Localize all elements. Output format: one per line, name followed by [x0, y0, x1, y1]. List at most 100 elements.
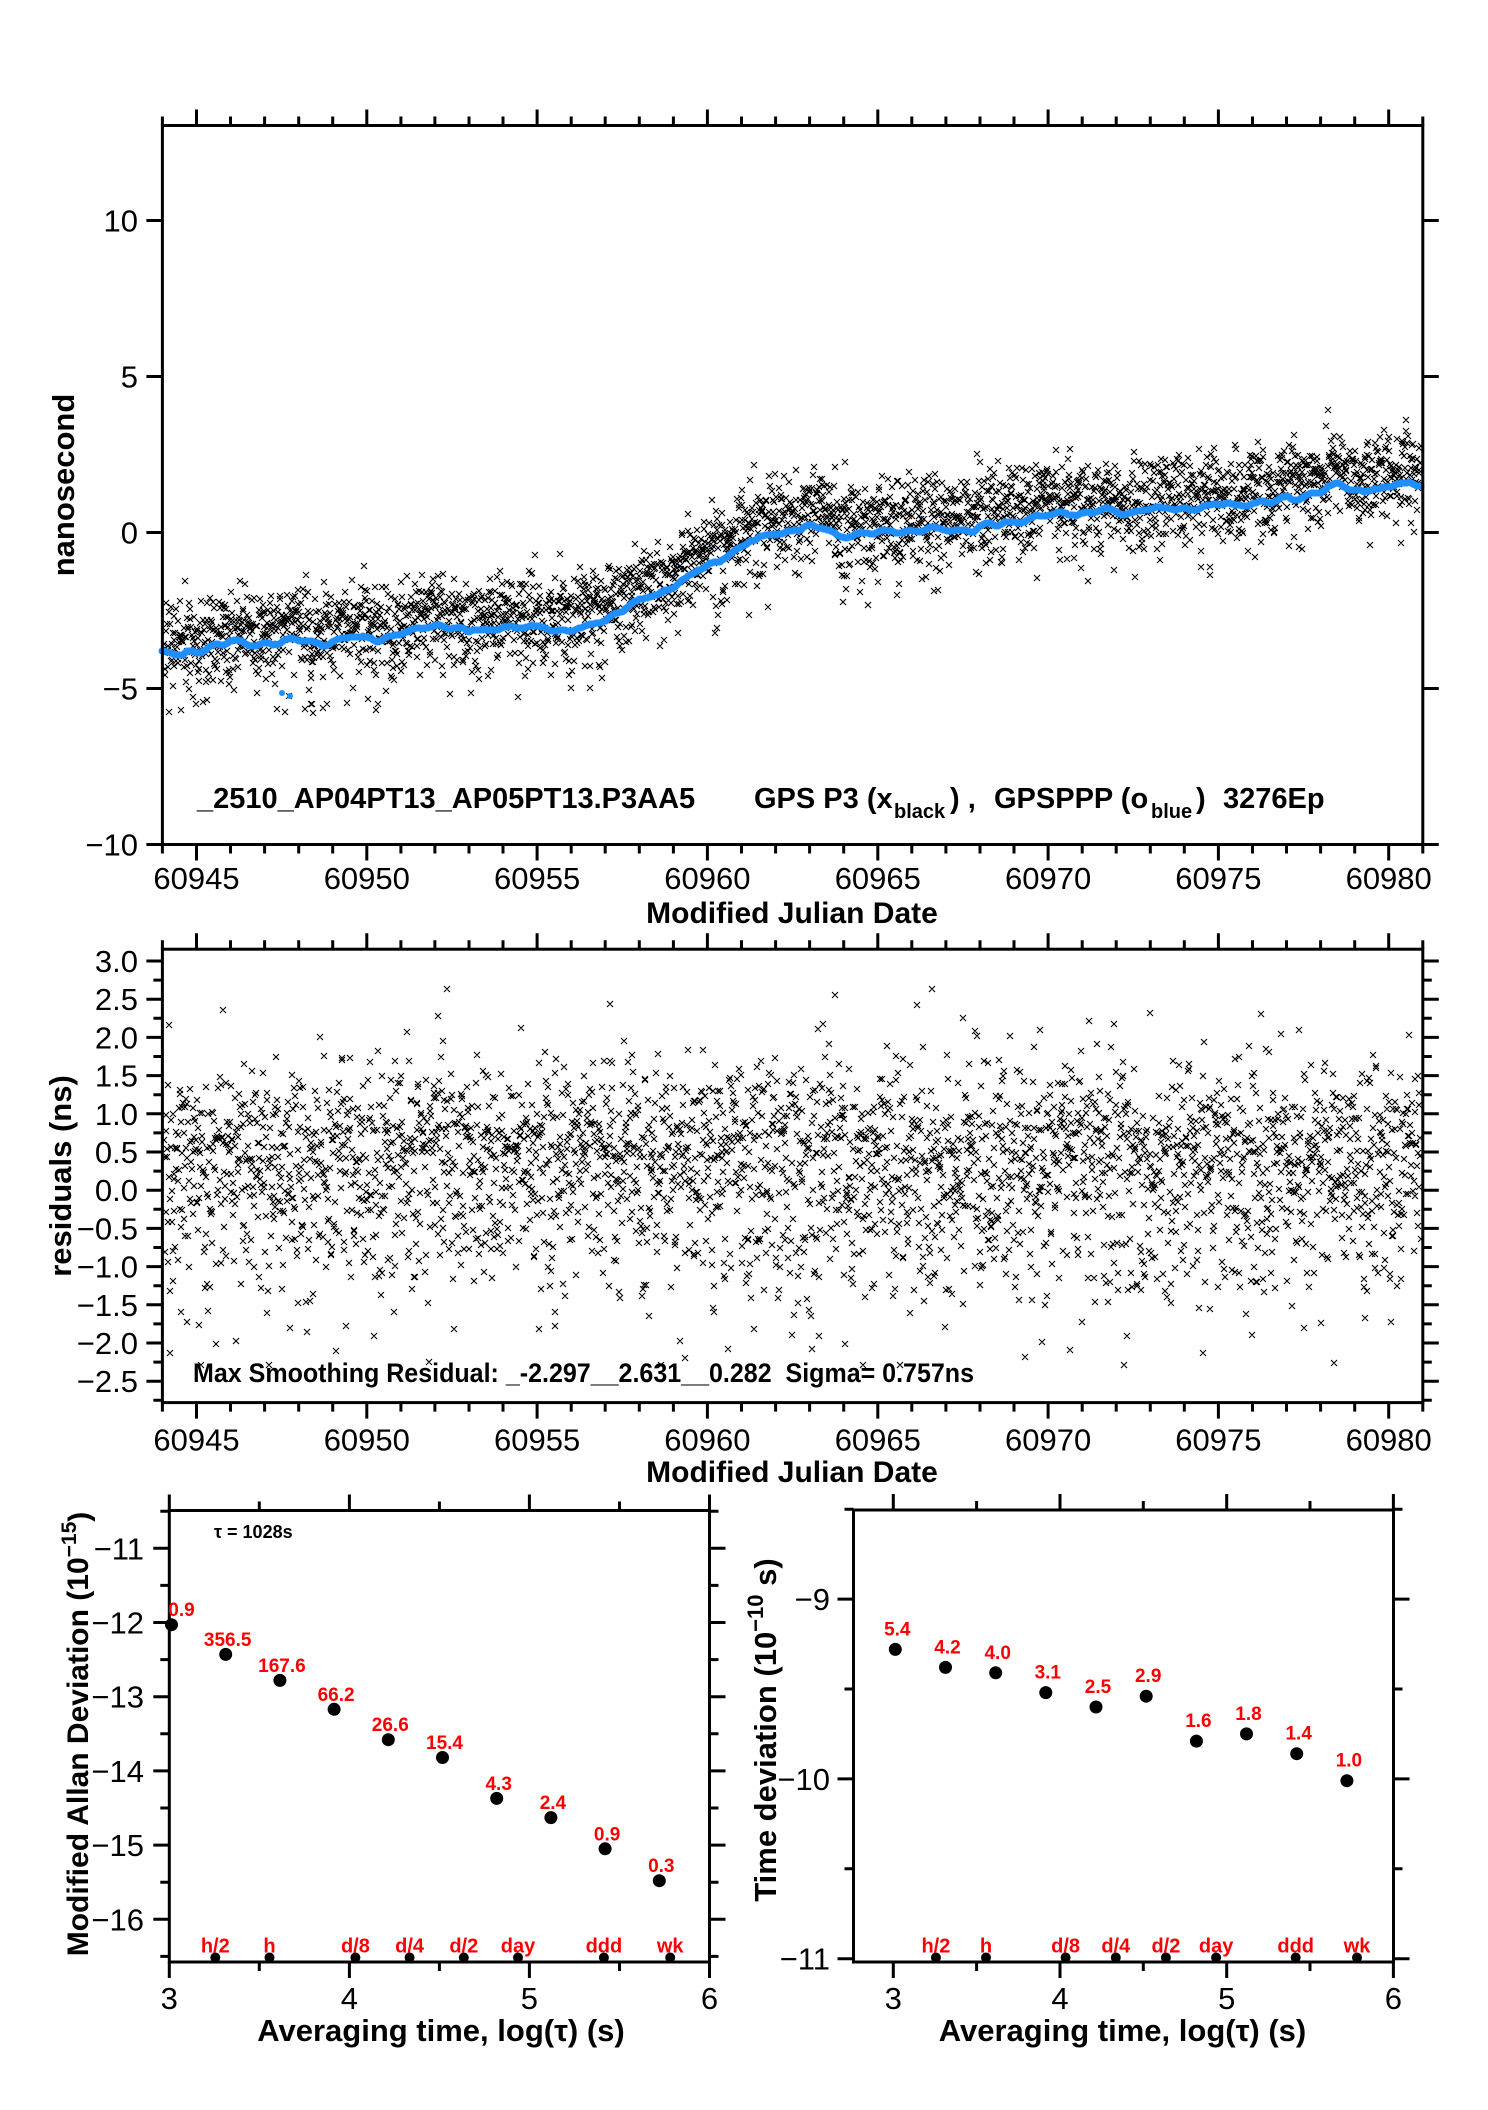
svg-text:d/8: d/8 — [1051, 1936, 1080, 1958]
svg-text:d/8: d/8 — [341, 1936, 370, 1958]
svg-text:60970: 60970 — [1005, 1423, 1091, 1458]
svg-text:GPS P3 (x: GPS P3 (x — [754, 783, 893, 815]
svg-text:0.0: 0.0 — [95, 1173, 138, 1208]
svg-text:4.0: 4.0 — [984, 1643, 1010, 1664]
svg-text:60960: 60960 — [664, 861, 750, 896]
svg-text:ddd: ddd — [1277, 1936, 1314, 1958]
svg-text:−10: −10 — [85, 828, 138, 863]
svg-text:−5: −5 — [103, 672, 138, 707]
svg-text:60970: 60970 — [1005, 861, 1091, 896]
svg-text:−9: −9 — [795, 1582, 830, 1617]
svg-text:−1.5: −1.5 — [77, 1288, 138, 1323]
svg-text:wk: wk — [1343, 1936, 1372, 1958]
svg-text:4: 4 — [341, 1981, 358, 2016]
svg-text:60955: 60955 — [494, 861, 580, 896]
svg-text:4: 4 — [1051, 1981, 1068, 2016]
svg-text:nanosecond: nanosecond — [46, 394, 81, 577]
svg-text:6: 6 — [1385, 1981, 1402, 2016]
svg-text:4.3: 4.3 — [485, 1774, 511, 1795]
svg-text:60980: 60980 — [1346, 1423, 1432, 1458]
svg-text:τ = 1028s: τ = 1028s — [214, 1522, 293, 1542]
svg-text:60955: 60955 — [494, 1423, 580, 1458]
svg-text:1.8: 1.8 — [1235, 1704, 1261, 1725]
svg-text:day: day — [501, 1936, 536, 1958]
svg-text:0.3: 0.3 — [648, 1856, 674, 1877]
svg-text:3: 3 — [161, 1981, 178, 2016]
svg-text:3: 3 — [885, 1981, 902, 2016]
svg-text:60945: 60945 — [153, 1423, 239, 1458]
svg-text:3.1: 3.1 — [1035, 1663, 1062, 1684]
svg-text:2.5: 2.5 — [1085, 1677, 1112, 1698]
svg-text:−0.5: −0.5 — [77, 1211, 138, 1246]
svg-text:_2510_AP04PT13_AP05PT13.P3AA5: _2510_AP04PT13_AP05PT13.P3AA5 — [196, 783, 695, 815]
svg-text:h/2: h/2 — [921, 1936, 950, 1958]
svg-text:10: 10 — [104, 204, 138, 239]
svg-text:−11: −11 — [94, 1531, 144, 1566]
svg-text:ddd: ddd — [586, 1936, 623, 1958]
svg-text:60950: 60950 — [324, 1423, 410, 1458]
svg-text:2.4: 2.4 — [540, 1793, 567, 1814]
svg-text:Modified Allan Deviation (10−1: Modified Allan Deviation (10−15) — [58, 1512, 96, 1957]
svg-text:5: 5 — [121, 360, 138, 395]
svg-text:−16: −16 — [91, 1902, 144, 1937]
svg-text:−10: −10 — [777, 1762, 830, 1797]
svg-text:−12: −12 — [91, 1606, 144, 1641]
svg-text:1.5: 1.5 — [95, 1059, 138, 1094]
svg-text:60965: 60965 — [835, 1423, 921, 1458]
svg-text:60975: 60975 — [1175, 1423, 1261, 1458]
svg-text:60950: 60950 — [324, 861, 410, 896]
svg-text:black: black — [894, 801, 946, 823]
svg-text:d/2: d/2 — [449, 1936, 478, 1958]
svg-text:−2.5: −2.5 — [77, 1364, 138, 1399]
svg-text:wk: wk — [656, 1936, 685, 1958]
svg-text:1.0: 1.0 — [95, 1097, 138, 1132]
svg-text:356.5: 356.5 — [204, 1630, 252, 1651]
svg-text:−1.0: −1.0 — [77, 1250, 138, 1285]
svg-text:1.0: 1.0 — [1336, 1751, 1362, 1772]
svg-text:Averaging time, log(τ) (s): Averaging time, log(τ) (s) — [939, 2013, 1307, 2048]
svg-text:2.5: 2.5 — [95, 982, 138, 1017]
svg-text:day: day — [1199, 1936, 1234, 1958]
svg-text:2.9: 2.9 — [1135, 1666, 1161, 1687]
svg-text:−11: −11 — [780, 1942, 830, 1977]
svg-text:15.4: 15.4 — [426, 1733, 463, 1754]
svg-text:26.6: 26.6 — [372, 1715, 409, 1736]
svg-text:Modified Julian Date: Modified Julian Date — [646, 1456, 938, 1489]
svg-text:2.0: 2.0 — [95, 1020, 138, 1055]
svg-text:167.6: 167.6 — [258, 1656, 306, 1677]
svg-text:5.4: 5.4 — [884, 1619, 911, 1640]
svg-text:60975: 60975 — [1175, 861, 1261, 896]
svg-text:h: h — [980, 1936, 992, 1958]
svg-text:) ,: ) , — [950, 783, 976, 815]
svg-text:60980: 60980 — [1346, 861, 1432, 896]
svg-text:1.6: 1.6 — [1185, 1711, 1211, 1732]
svg-text:0.5: 0.5 — [95, 1135, 138, 1170]
svg-text:4.2: 4.2 — [934, 1637, 960, 1658]
svg-text:6: 6 — [701, 1981, 718, 2016]
svg-text:−13: −13 — [91, 1680, 144, 1715]
svg-text:residuals (ns): residuals (ns) — [43, 1075, 78, 1277]
svg-text:0: 0 — [121, 516, 138, 551]
svg-text:60945: 60945 — [153, 861, 239, 896]
svg-text:0.9: 0.9 — [594, 1824, 620, 1845]
svg-text:−2.0: −2.0 — [77, 1326, 138, 1361]
svg-text:GPSPPP (o: GPSPPP (o — [994, 783, 1148, 815]
svg-text:3276Ep: 3276Ep — [1223, 783, 1325, 815]
svg-text:Max Smoothing Residual: _-2.29: Max Smoothing Residual: _-2.297__2.631__… — [193, 1358, 974, 1388]
svg-text:1.4: 1.4 — [1285, 1724, 1312, 1745]
svg-text:h: h — [263, 1936, 275, 1958]
svg-text:5: 5 — [1218, 1981, 1235, 2016]
svg-text:d/2: d/2 — [1151, 1936, 1180, 1958]
svg-text:60965: 60965 — [835, 861, 921, 896]
svg-text:5: 5 — [521, 1981, 538, 2016]
svg-text:−14: −14 — [91, 1754, 144, 1789]
svg-text:blue: blue — [1151, 801, 1192, 823]
svg-text:h/2: h/2 — [201, 1936, 230, 1958]
svg-text:d/4: d/4 — [1101, 1936, 1131, 1958]
svg-text:0.9: 0.9 — [168, 1600, 194, 1621]
svg-text:−15: −15 — [91, 1828, 144, 1863]
svg-text:60960: 60960 — [664, 1423, 750, 1458]
svg-text:): ) — [1196, 783, 1206, 815]
svg-text:Modified Julian Date: Modified Julian Date — [646, 897, 938, 930]
svg-text:Averaging time, log(τ) (s): Averaging time, log(τ) (s) — [257, 2013, 625, 2048]
